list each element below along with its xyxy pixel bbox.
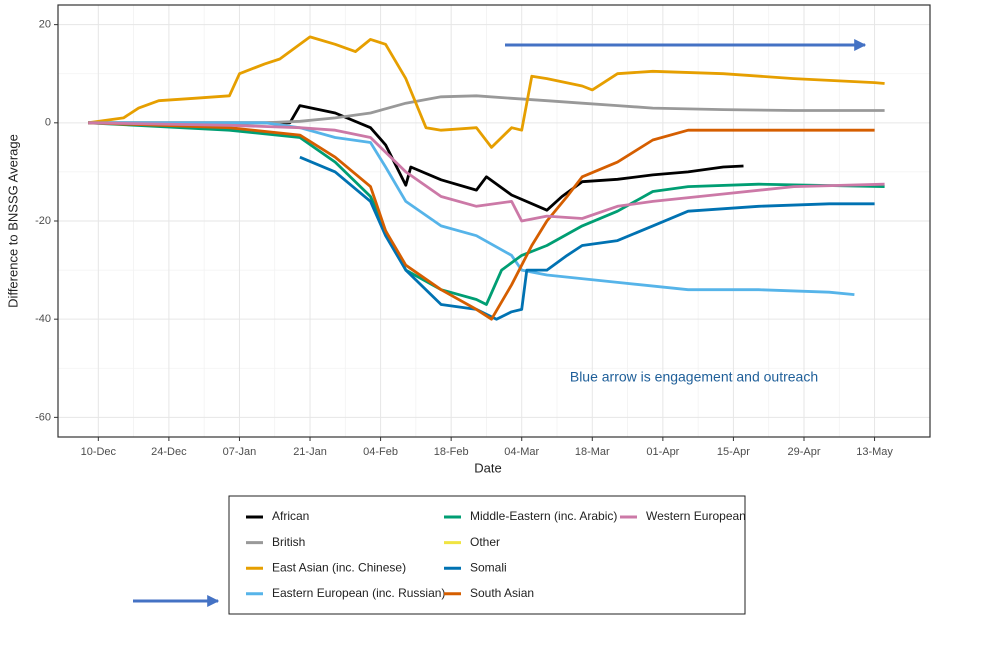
legend: African British East Asian (inc. Chinese) E… (246, 509, 746, 600)
series-line (88, 121, 885, 306)
series-line (88, 121, 855, 296)
legend-label: East Asian (inc. Chinese) (272, 560, 406, 574)
grid (58, 5, 930, 437)
series-line (88, 94, 885, 125)
x-tick-label: 21-Jan (293, 446, 327, 458)
y-axis-label: Difference to BNSSG Average (5, 134, 20, 308)
lines (88, 35, 885, 321)
legend-label: Eastern European (inc. Russian) (272, 586, 445, 600)
y-tick-label: -60 (35, 411, 51, 423)
x-tick-label: 18-Mar (575, 446, 610, 458)
legend-label: Other (470, 535, 500, 549)
x-tick-label: 04-Mar (504, 446, 539, 458)
legend-label: British (272, 535, 305, 549)
series-line (88, 121, 885, 223)
y-tick-label: -40 (35, 313, 51, 325)
y-tick-label: 20 (39, 19, 51, 31)
legend-label: Somali (470, 560, 507, 574)
legend-label: Middle-Eastern (inc. Arabic) (470, 509, 617, 523)
legend-label: Western European (646, 509, 746, 523)
annotation: Blue arrow is engagement and outreach (570, 369, 818, 385)
legend-label: African (272, 509, 309, 523)
x-tick-label: 18-Feb (434, 446, 469, 458)
series-line (88, 121, 875, 321)
x-tick-label: 04-Feb (363, 446, 398, 458)
x-tick-label: 13-May (856, 446, 893, 458)
y-tick-label: -20 (35, 215, 51, 227)
series-line (299, 155, 875, 321)
x-tick-label: 24-Dec (151, 446, 187, 458)
legend-box (228, 495, 746, 615)
x-tick-label: 01-Apr (646, 446, 679, 458)
series-line (88, 104, 744, 212)
series-line (88, 35, 885, 149)
x-axis-label: Date (474, 460, 501, 475)
x-tick-label: 10-Dec (81, 446, 117, 458)
x-tick-label: 07-Jan (223, 446, 257, 458)
x-tick-label: 29-Apr (787, 446, 820, 458)
legend-label: South Asian (470, 586, 534, 600)
axes: 20 0 -20 -40 -60 10-Dec 24-Dec 07-Jan 21-Jan 04-F… (35, 19, 893, 458)
y-tick-label: 0 (45, 117, 51, 129)
x-tick-label: 15-Apr (717, 446, 750, 458)
